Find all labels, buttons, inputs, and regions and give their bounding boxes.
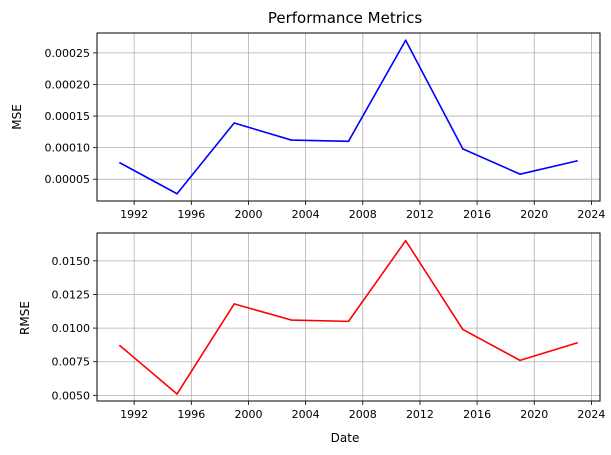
data-point	[404, 239, 407, 242]
x-tick-label: 2008	[349, 208, 377, 221]
y-tick-label: 0.0050	[52, 389, 91, 402]
x-axis-label: Date	[331, 431, 360, 445]
y-tick-label: 0.0075	[52, 356, 91, 369]
mse-x-ticks: 1992 1996 2000 2004 2008 2012 2016 2020 2024	[120, 201, 605, 221]
rmse-y-ticks: 0.0050 0.0075 0.0100 0.0125 0.0150	[52, 255, 97, 402]
x-tick-label: 2024	[577, 408, 605, 421]
x-tick-label: 1996	[177, 408, 205, 421]
data-point	[290, 139, 293, 141]
x-tick-label: 2016	[463, 208, 491, 221]
y-axis-label: RMSE	[18, 301, 32, 335]
data-point	[519, 359, 521, 362]
x-tick-label: 1992	[120, 208, 148, 221]
rmse-series	[119, 239, 578, 395]
x-tick-label: 2016	[463, 408, 491, 421]
y-tick-label: 0.0125	[52, 288, 91, 301]
x-tick-label: 2000	[234, 408, 262, 421]
data-point	[119, 161, 121, 164]
rmse-axes-frame	[96, 232, 601, 402]
data-point	[576, 342, 578, 344]
rmse-x-ticks: 1992 1996 2000 2004 2008 2012 2016 2020 2024	[120, 401, 605, 421]
mse-grid	[97, 33, 600, 201]
data-point	[290, 319, 293, 321]
data-point	[119, 344, 121, 347]
data-point	[576, 160, 578, 162]
y-tick-label: 0.00025	[45, 47, 91, 60]
mse-series	[119, 39, 578, 195]
rmse-grid	[97, 233, 600, 401]
x-tick-label: 2004	[292, 208, 320, 221]
y-axis-label: MSE	[10, 104, 24, 130]
mse-axes	[96, 32, 601, 202]
x-tick-label: 2012	[406, 408, 434, 421]
y-tick-label: 0.0150	[52, 255, 91, 268]
data-point	[347, 320, 350, 323]
data-point	[233, 122, 235, 124]
data-point	[462, 148, 464, 150]
mse-y-ticks: 0.00005 0.00010 0.00015 0.00020 0.00025	[45, 47, 97, 186]
x-tick-label: 2024	[577, 208, 605, 221]
y-tick-label: 0.0100	[52, 322, 91, 335]
x-tick-label: 2020	[520, 208, 548, 221]
x-tick-label: 2020	[520, 408, 548, 421]
data-point	[176, 393, 178, 395]
x-tick-label: 2008	[349, 408, 377, 421]
y-tick-label: 0.00020	[45, 78, 91, 91]
y-tick-label: 0.00005	[45, 173, 91, 186]
mse-panel: Performance Metrics 1992 1996 2000 2004 2008…	[10, 9, 605, 221]
data-point	[176, 192, 178, 195]
data-point	[519, 173, 521, 175]
x-tick-label: 2012	[406, 208, 434, 221]
data-point	[233, 303, 235, 305]
rmse-panel: 1992 1996 2000 2004 2008 2012 2016 2020 2024 0.0…	[18, 232, 605, 445]
x-tick-label: 2000	[234, 208, 262, 221]
y-tick-label: 0.00015	[45, 110, 91, 123]
x-tick-label: 1992	[120, 408, 148, 421]
x-tick-label: 2004	[292, 408, 320, 421]
data-point	[462, 328, 464, 331]
mse-axes-frame	[96, 32, 601, 202]
data-point	[404, 39, 407, 42]
y-tick-label: 0.00010	[45, 142, 91, 155]
data-point	[347, 140, 350, 143]
chart-title: Performance Metrics	[268, 9, 422, 27]
rmse-axes	[96, 232, 601, 402]
x-tick-label: 1996	[177, 208, 205, 221]
